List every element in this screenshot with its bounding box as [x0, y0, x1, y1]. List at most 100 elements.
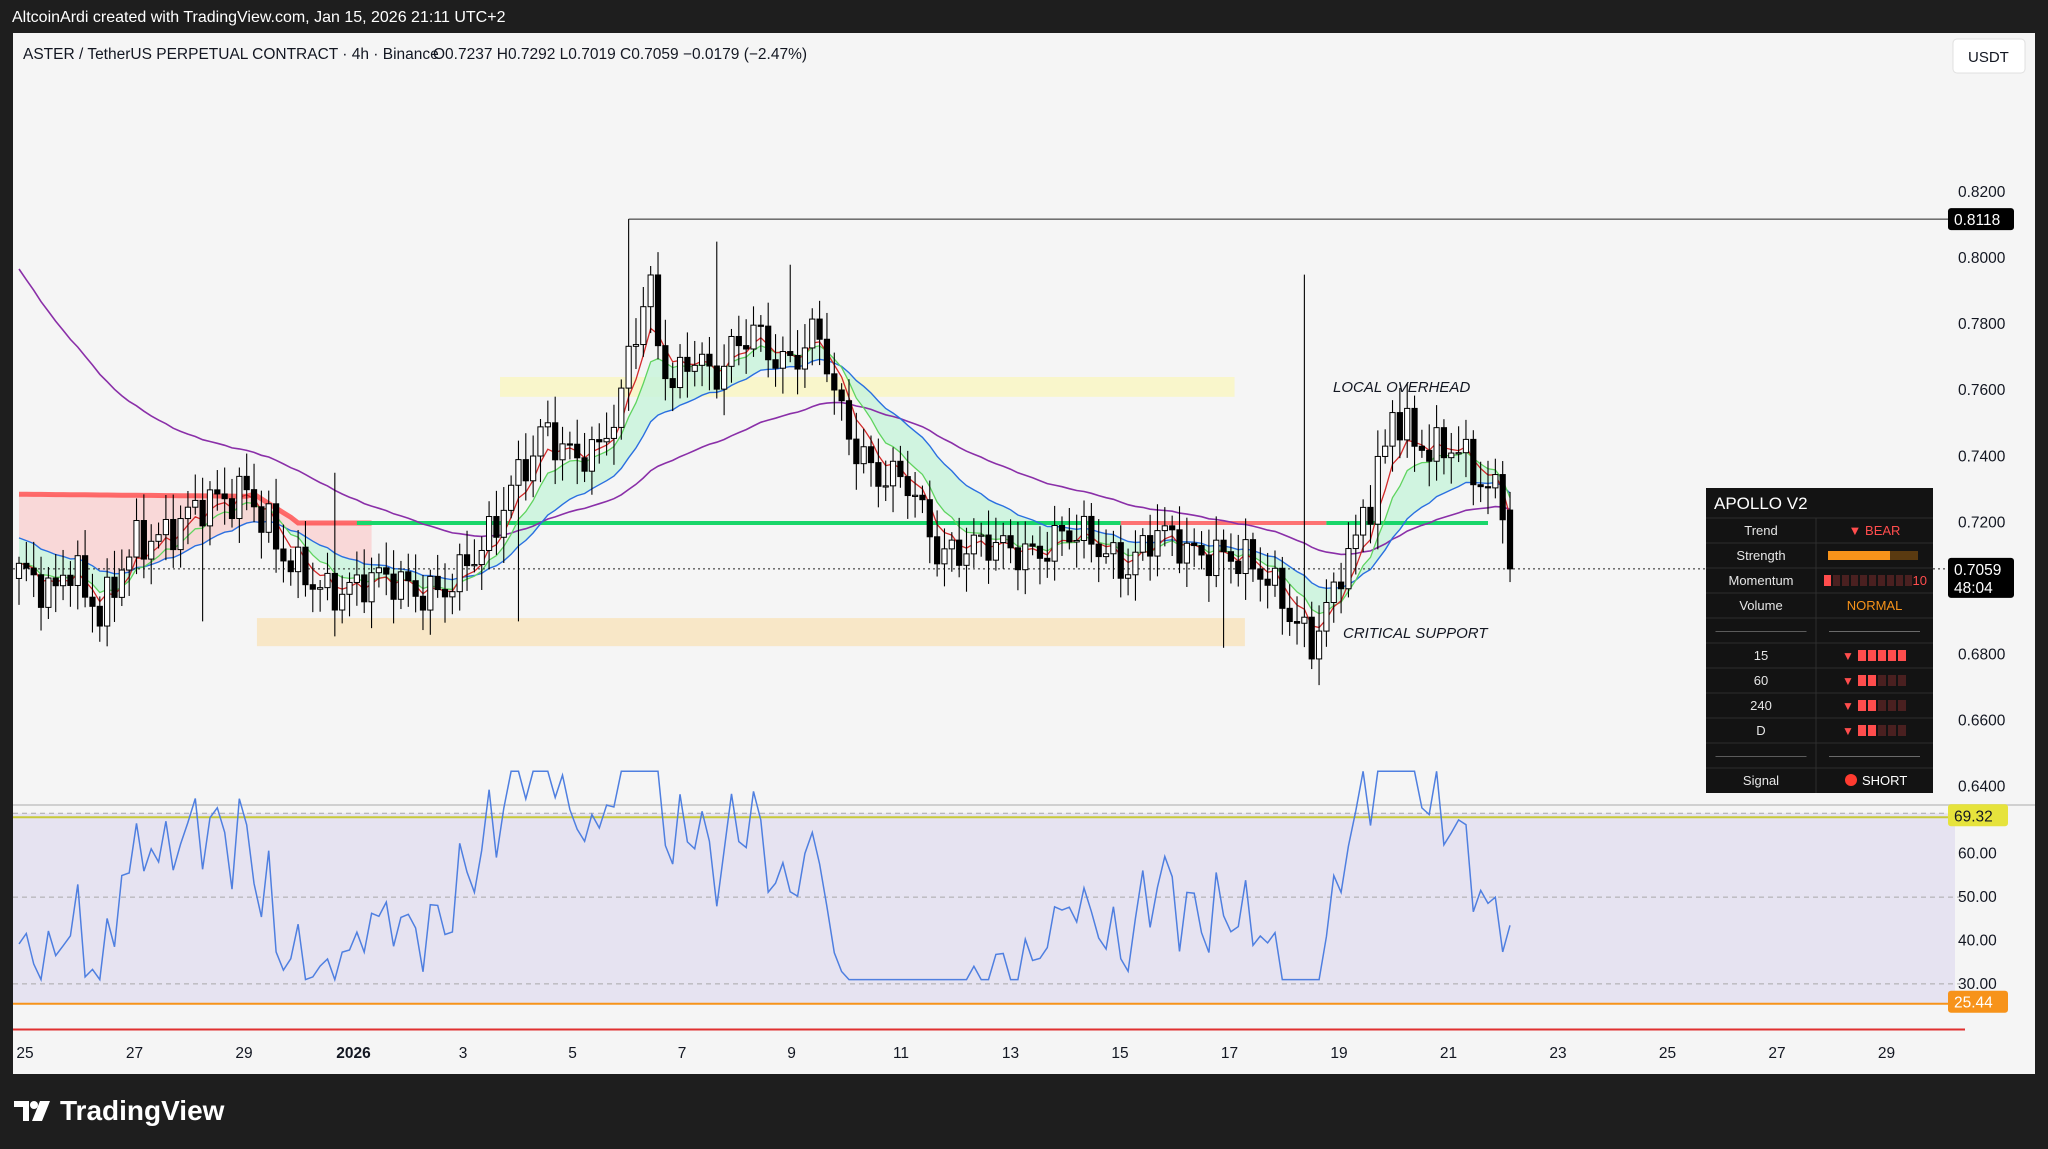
candle-body	[89, 596, 96, 607]
candle-body	[177, 518, 184, 551]
attribution-bar: AltcoinArdi created with TradingView.com…	[0, 0, 2048, 32]
candle	[765, 302, 772, 378]
candle	[1242, 518, 1249, 600]
candle	[948, 532, 955, 572]
candle-body	[889, 460, 897, 487]
candle-body	[919, 494, 926, 501]
candle	[743, 319, 750, 374]
price-tick-label: 0.6600	[1958, 712, 2006, 729]
candle	[1506, 491, 1514, 583]
candle	[1257, 547, 1264, 602]
candle	[978, 522, 985, 557]
candle-body	[1462, 438, 1470, 454]
candle	[713, 241, 720, 399]
candle-body	[1227, 551, 1235, 562]
candle	[412, 554, 419, 613]
candle	[735, 315, 742, 366]
candle-body	[1058, 525, 1066, 532]
time-tick-label: 3	[459, 1045, 468, 1062]
candle-body	[823, 338, 831, 375]
candle-body	[412, 580, 419, 597]
candle-body	[1029, 543, 1036, 547]
time-tick-label: 29	[235, 1045, 252, 1062]
candle	[1279, 556, 1286, 635]
candle	[992, 517, 999, 571]
candle	[1404, 383, 1411, 458]
candle-body	[82, 555, 89, 598]
candle-body	[23, 562, 30, 569]
candle-body	[713, 365, 720, 390]
candle-body	[361, 574, 368, 603]
candle	[809, 308, 816, 366]
candle-body	[37, 574, 45, 608]
apollo-tf-cell	[1888, 725, 1896, 736]
apollo-tf-cell	[1898, 700, 1906, 711]
candle	[1080, 500, 1088, 559]
candle	[449, 573, 456, 615]
candle	[331, 472, 338, 637]
candle	[867, 435, 875, 487]
candle-body	[1161, 525, 1168, 532]
rsi-tick-label: 40.00	[1958, 933, 1997, 950]
candle-body	[581, 457, 588, 472]
candle	[1301, 274, 1308, 648]
candle-body	[956, 539, 963, 566]
candle	[1198, 531, 1205, 570]
apollo-tf-cell	[1888, 650, 1896, 661]
candle-body	[170, 518, 177, 551]
candle-body	[331, 572, 338, 611]
attribution-text: AltcoinArdi created with TradingView.com…	[12, 9, 506, 26]
candle	[508, 475, 515, 519]
candle	[214, 470, 221, 511]
candle	[632, 318, 640, 370]
candle	[794, 330, 801, 395]
currency-button[interactable]	[1952, 38, 2026, 74]
candle-body	[1279, 567, 1286, 609]
candle-body	[1338, 581, 1345, 590]
candle-body	[1154, 530, 1161, 557]
candle	[889, 447, 897, 513]
candle-body	[1404, 407, 1411, 441]
zone-label-support: CRITICAL SUPPORT	[1343, 625, 1489, 642]
apollo-row-label: ———————	[1716, 748, 1807, 763]
zone-label-overhead: LOCAL OVERHEAD	[1333, 379, 1470, 396]
candle-body	[1007, 535, 1014, 549]
candle-body	[662, 345, 669, 380]
candle	[397, 560, 405, 610]
candle-body	[1080, 515, 1088, 541]
candle	[74, 540, 81, 610]
candle	[882, 460, 889, 502]
candle-body	[522, 459, 529, 482]
chart-frame[interactable]: LOCAL OVERHEAD CRITICAL SUPPORT 0.8200 0.8…	[13, 33, 2035, 1074]
apollo-row-label: Strength	[1736, 548, 1785, 563]
candle	[177, 505, 184, 568]
candle	[1440, 419, 1448, 475]
candle	[287, 548, 294, 586]
candle-body	[765, 325, 772, 361]
candle	[1117, 525, 1124, 598]
apollo-signal-dot	[1845, 774, 1857, 786]
candle-body	[463, 554, 471, 567]
candle	[640, 287, 647, 357]
apollo-tf-cell	[1888, 700, 1896, 711]
candle	[787, 264, 794, 363]
candle	[1095, 519, 1102, 583]
candle-body	[588, 439, 596, 472]
candle-body	[280, 548, 287, 562]
candle-body	[118, 569, 125, 598]
candle	[1154, 504, 1161, 577]
candle	[192, 474, 199, 515]
candle	[537, 419, 544, 483]
candle	[280, 524, 287, 583]
candle	[750, 306, 757, 357]
candle-body	[779, 351, 786, 369]
time-tick-label: 27	[126, 1045, 143, 1062]
candle	[875, 438, 882, 508]
currency-label[interactable]: USDT	[1968, 49, 2009, 66]
candle	[956, 517, 963, 578]
apollo-tf-cell	[1868, 700, 1876, 711]
tradingview-logo[interactable]: TradingView	[14, 1095, 224, 1127]
chart-canvas[interactable]: LOCAL OVERHEAD CRITICAL SUPPORT 0.8200 0.8…	[13, 33, 2035, 1074]
apollo-tf-cell	[1858, 725, 1866, 736]
candle	[1264, 552, 1271, 609]
